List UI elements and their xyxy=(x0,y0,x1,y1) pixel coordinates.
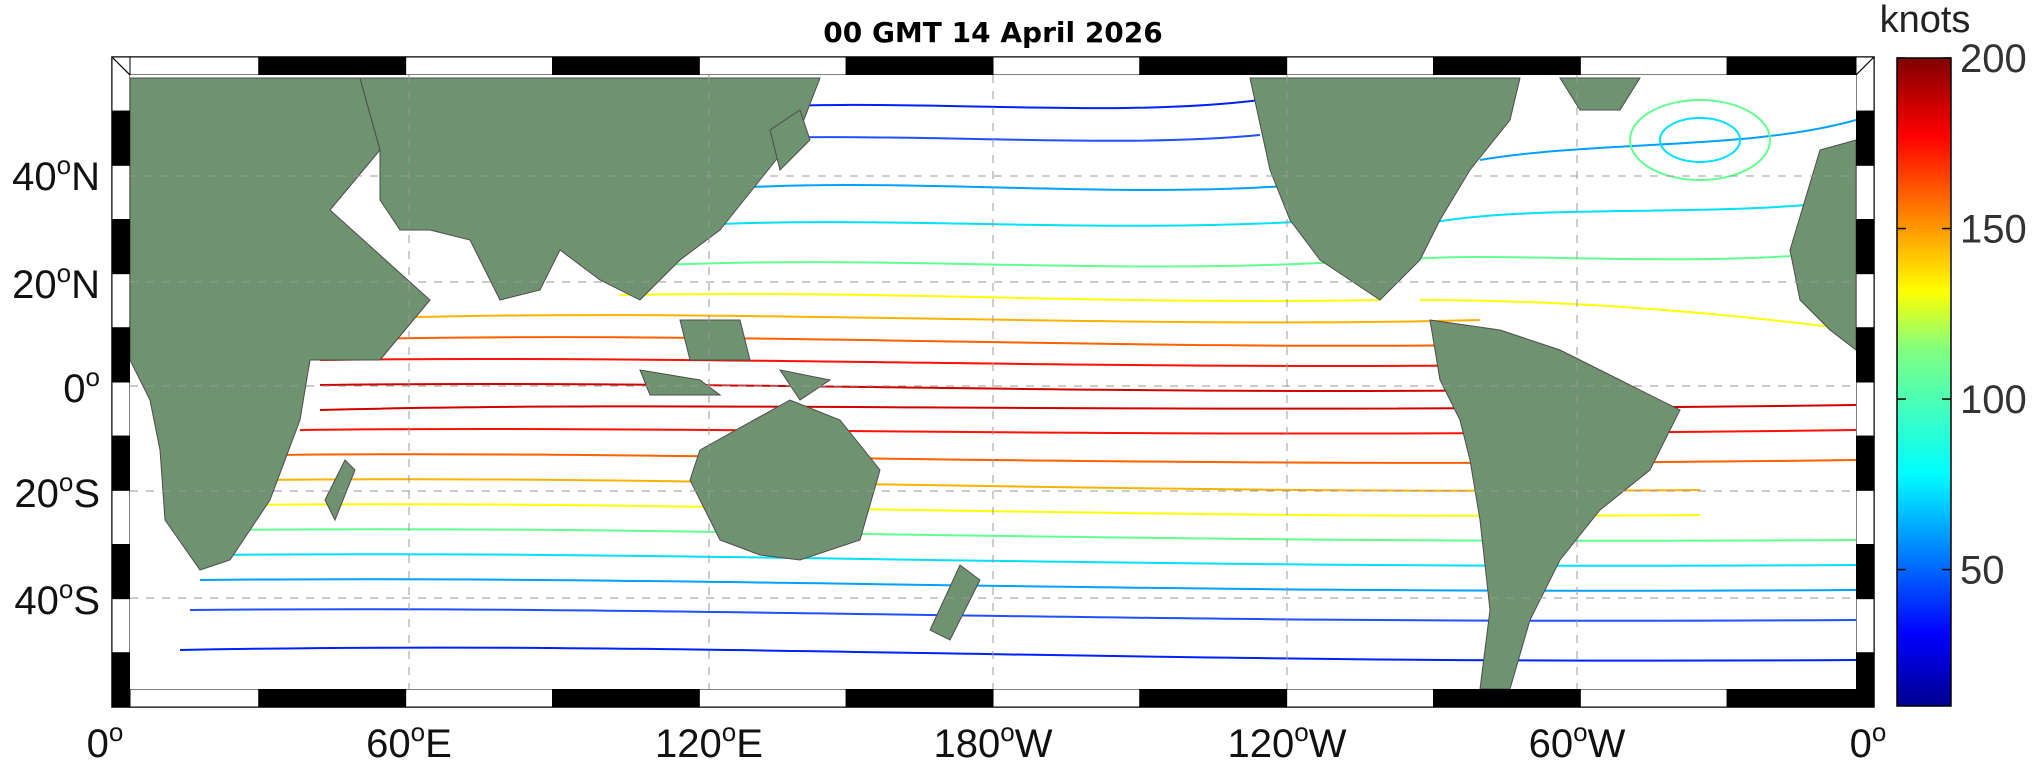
longitude-label: 0o xyxy=(1850,717,1887,764)
colorbar-tick-label: 150 xyxy=(1960,208,2027,252)
colorbar-unit-label: knots xyxy=(1880,0,1971,41)
map-title: 00 GMT 14 April 2026 xyxy=(823,16,1163,49)
latitude-label: 20oN xyxy=(12,258,100,307)
longitude-label: 120oW xyxy=(1228,717,1347,764)
latitude-label: 40oS xyxy=(14,574,100,623)
longitude-label: 120oE xyxy=(655,717,763,764)
colorbar-gradient xyxy=(1896,57,1952,707)
map-content xyxy=(130,75,1856,689)
latitude-label: 40oN xyxy=(12,150,100,199)
longitude-labels: 0o 60oE 120oE 180oW 120oW 60oW 0o xyxy=(87,717,1887,764)
graticule xyxy=(130,75,1856,689)
colorbar-tick-label: 50 xyxy=(1960,549,2005,593)
longitude-label: 180oW xyxy=(934,717,1053,764)
latitude-labels: 40oN 20oN 0o 20oS 40oS xyxy=(12,150,100,623)
longitude-label: 0o xyxy=(87,717,124,764)
colorbar: knots 200 150 100 50 xyxy=(1880,0,2027,707)
latitude-label: 0o xyxy=(63,362,100,411)
longitude-label: 60oW xyxy=(1529,717,1626,764)
latitude-label: 20oS xyxy=(14,467,100,516)
longitude-label: 60oE xyxy=(366,717,452,764)
colorbar-tick-label: 200 xyxy=(1960,37,2027,81)
colorbar-tick-label: 100 xyxy=(1960,378,2027,422)
continents xyxy=(130,77,1856,689)
